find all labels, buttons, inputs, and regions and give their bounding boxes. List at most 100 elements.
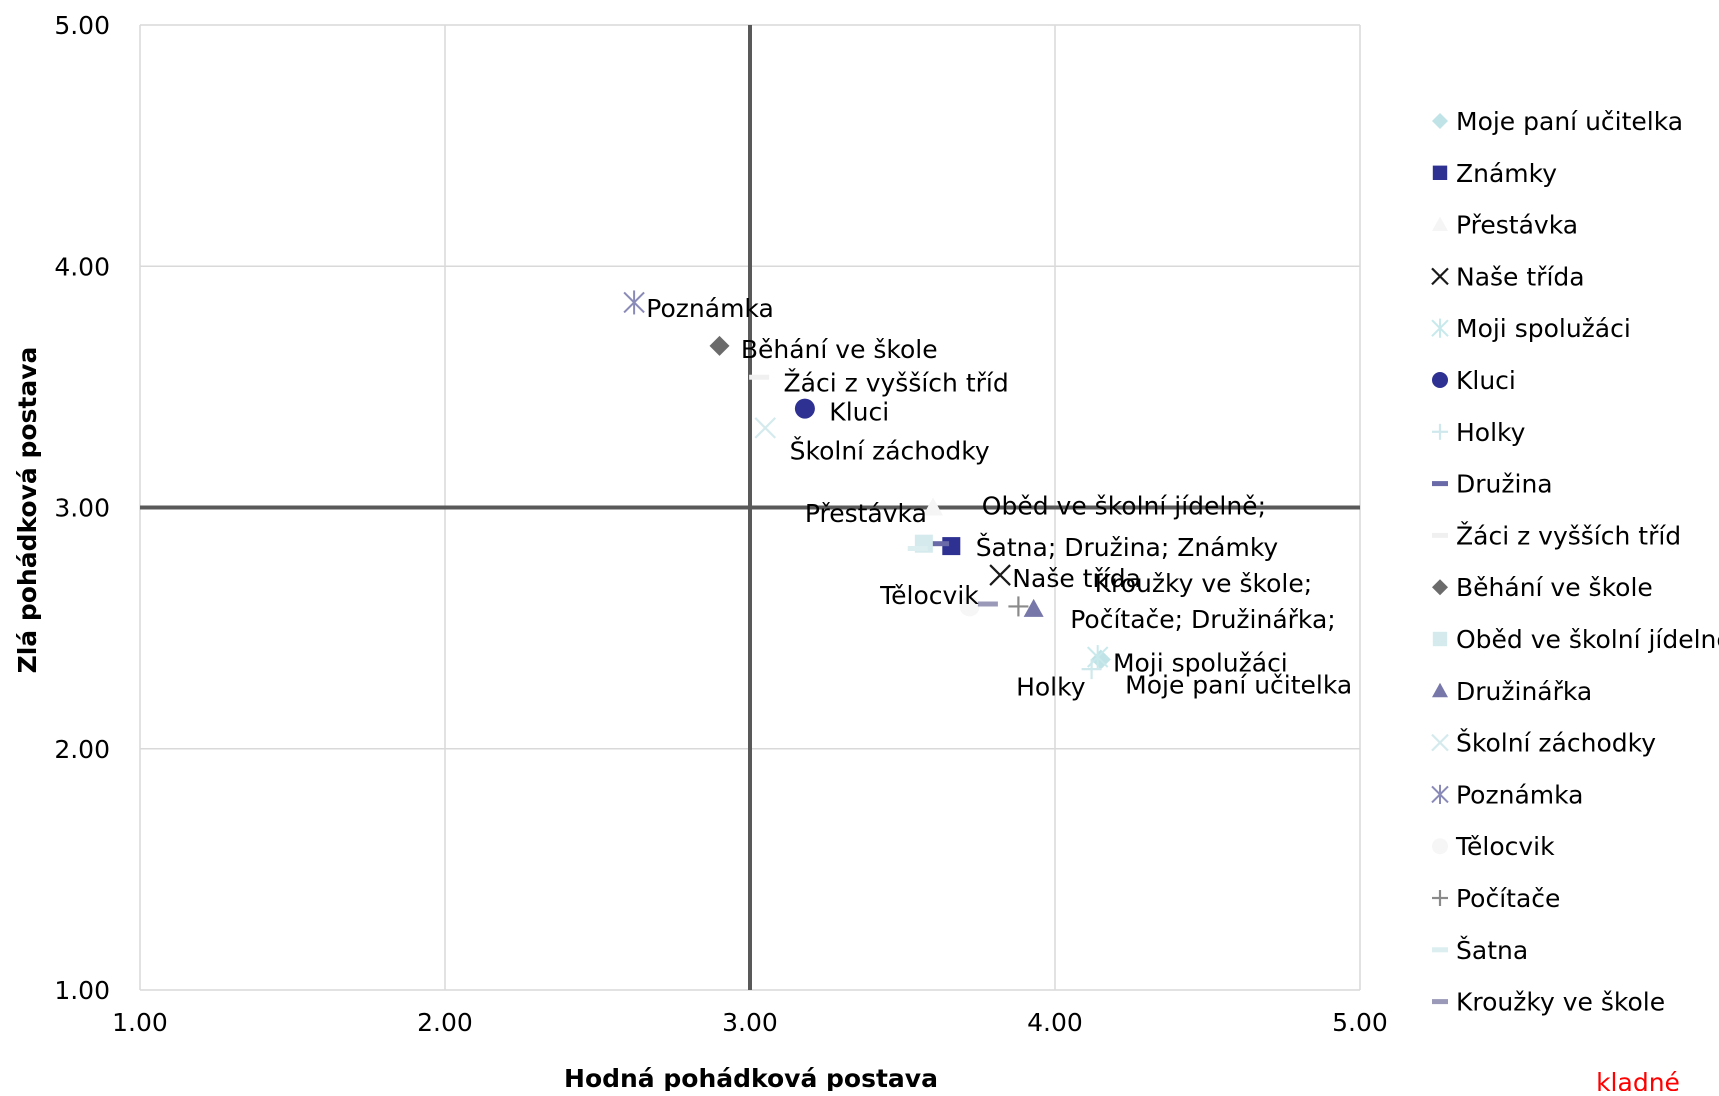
point-label: Kluci: [829, 398, 889, 427]
marker-dash: [977, 601, 998, 607]
legend-item: Družina: [1432, 470, 1553, 499]
legend-marker: [1432, 999, 1448, 1005]
marker-x-stroke: [1431, 733, 1449, 752]
legend-item: Holky: [1432, 418, 1526, 447]
legend-item: Tělocvik: [1432, 832, 1555, 861]
legend-label: Šatna: [1456, 935, 1528, 965]
legend-marker: [1432, 579, 1448, 596]
marker-x-stroke: [754, 417, 777, 439]
legend-item: Poznámka: [1431, 780, 1583, 809]
legend-item: Běhání ve škole: [1432, 573, 1653, 602]
point-label: Počítače; Družinářka;: [1070, 605, 1335, 634]
legend-item: Naše třída: [1431, 262, 1585, 291]
y-tick-label: 4.00: [54, 252, 110, 281]
legend-item: Počítače: [1432, 884, 1560, 913]
legend-marker: [1432, 423, 1448, 440]
legend-label: Počítače: [1456, 884, 1560, 913]
legend-marker: [1432, 481, 1448, 487]
marker-x-stroke: [989, 564, 1011, 586]
x-tick-label: 1.00: [112, 1008, 168, 1037]
legend-label: Kluci: [1456, 366, 1516, 395]
x-tick-label: 4.00: [1027, 1008, 1083, 1037]
legend-item: Kluci: [1432, 366, 1516, 395]
legend-marker: [1431, 784, 1449, 804]
legend-marker: [1432, 113, 1448, 129]
marker-circle: [1432, 838, 1448, 855]
point-label: Přestávka: [805, 499, 927, 528]
marker-triangle: [1432, 682, 1448, 698]
legend-item: Oběd ve školní jídelně: [1432, 625, 1719, 654]
legend-item: Žáci z vyšších tříd: [1432, 521, 1681, 550]
legend-marker: [1432, 838, 1448, 855]
marker-diamond: [1432, 113, 1448, 129]
data-point: [709, 335, 730, 356]
point-label: Holky: [1016, 673, 1086, 702]
legend-marker: [1431, 318, 1449, 338]
point-label: Šatna; Družina; Známky: [976, 532, 1279, 562]
x-tick-label: 5.00: [1332, 1008, 1388, 1037]
legend-item: Kroužky ve škole: [1432, 988, 1665, 1017]
data-point: [749, 374, 770, 380]
legend-label: Školní záchodky: [1456, 728, 1656, 758]
marker-triangle: [1432, 216, 1448, 231]
legend-marker: [1432, 682, 1448, 698]
legend-label: Žáci z vyšších tříd: [1456, 521, 1681, 550]
legend-item: Přestávka: [1432, 211, 1578, 240]
legend-item: Moje paní učitelka: [1432, 107, 1683, 136]
marker-diamond: [1432, 579, 1448, 596]
legend-label: Družina: [1456, 470, 1553, 499]
marker-dash: [1432, 481, 1448, 487]
marker-dash: [1432, 999, 1448, 1005]
point-label: Školní záchodky: [790, 435, 990, 465]
data-point: [907, 546, 928, 552]
point-label: Tělocvik: [879, 581, 979, 610]
data-point: [977, 601, 998, 607]
marker-dash: [907, 546, 928, 552]
legend-label: Poznámka: [1456, 780, 1583, 809]
data-point: [623, 290, 645, 315]
legend-label: Naše třída: [1456, 262, 1585, 291]
data-point: [1008, 596, 1029, 617]
legend-marker: [1432, 165, 1448, 180]
marker-dash: [1432, 532, 1448, 538]
marker-dash: [749, 374, 770, 380]
x-axis-title: Hodná pohádková postava: [564, 1064, 938, 1091]
legend-item: Školní záchodky: [1431, 728, 1656, 758]
legend-label: Oběd ve školní jídelně: [1456, 625, 1719, 654]
data-point: [929, 541, 950, 547]
legend-item: Známky: [1432, 159, 1557, 188]
legend-label: Družinářka: [1456, 677, 1592, 706]
legend-marker: [1431, 733, 1449, 752]
point-label: Běhání ve škole: [741, 335, 938, 364]
marker-triangle: [1023, 598, 1044, 617]
point-label: Moje paní učitelka: [1125, 670, 1352, 699]
data-point: [959, 596, 980, 617]
y-tick-label: 1.00: [54, 976, 110, 1005]
point-label: Oběd ve školní jídelně;: [982, 492, 1266, 521]
marker-circle: [794, 398, 815, 419]
data-point: [1023, 598, 1044, 617]
legend-item: Družinářka: [1432, 677, 1592, 706]
footer-note: kladné: [1596, 1068, 1680, 1091]
y-tick-label: 5.00: [54, 11, 110, 40]
marker-dash: [1432, 947, 1448, 953]
marker-circle: [1432, 372, 1448, 388]
legend: Moje paní učitelka Známky Přestávka Naše tř…: [1431, 107, 1719, 1017]
legend-marker: [1432, 890, 1448, 906]
legend-marker: [1432, 216, 1448, 231]
marker-diamond: [709, 335, 730, 356]
data-point: [794, 398, 815, 419]
marker-triangle: [923, 497, 943, 516]
legend-item: Moji spolužáci: [1431, 314, 1631, 343]
marker-square: [1432, 631, 1448, 647]
legend-marker: [1432, 372, 1448, 388]
marker-x-stroke: [1431, 267, 1449, 286]
legend-item: Šatna: [1432, 935, 1528, 965]
legend-label: Holky: [1456, 418, 1526, 447]
legend-marker: [1432, 532, 1448, 538]
legend-label: Přestávka: [1456, 211, 1578, 240]
legend-marker: [1432, 631, 1448, 647]
data-point: [989, 564, 1011, 586]
point-label: Žáci z vyšších tříd: [784, 369, 1009, 398]
